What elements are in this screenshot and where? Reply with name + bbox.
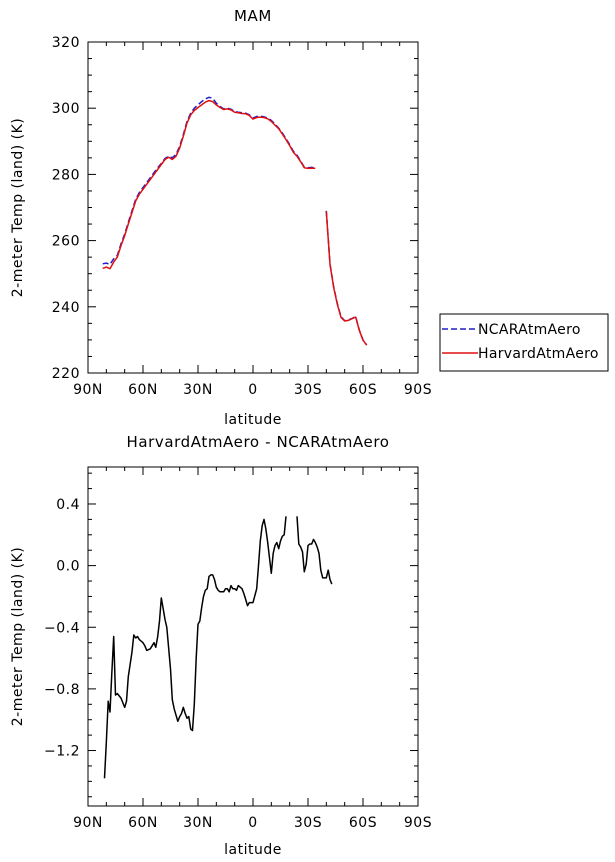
y-tick-label: 280 [52,167,80,183]
series-line-difference-segment-1 [103,516,287,779]
y-axis-label: 2-meter Temp (land) (K) [10,118,26,298]
series-line-harvardatmaero-segment-1 [102,99,316,270]
legend-box [439,313,609,372]
x-tick-label: 0 [248,382,257,398]
y-tick-label: 320 [52,35,80,51]
x-tick-label: 30S [294,815,322,831]
x-tick-label: 90S [404,815,432,831]
y-tick-label: −1.2 [44,744,80,760]
y-tick-label: 0.4 [56,497,80,513]
x-axis-label: latitude [224,412,282,428]
plot-frame-1 [87,41,419,374]
y-tick-label: 260 [52,234,80,250]
legend-label-harvardatmaero: HarvardAtmAero [478,346,599,362]
series-line-difference-segment-2 [296,516,333,585]
y-tick-label: −0.8 [44,682,80,698]
legend-label-ncaratmaero: NCARAtmAero [478,322,581,338]
x-tick-label: 0 [248,815,257,831]
y-tick-label: 300 [52,101,80,117]
y-tick-label: 0.0 [56,559,80,575]
y-tick-label: 240 [52,300,80,316]
x-tick-label: 90S [404,382,432,398]
x-tick-label: 30S [294,382,322,398]
series-line-ncaratmaero-segment-1 [102,96,316,266]
x-tick-label: 60N [128,815,158,831]
x-tick-label: 60N [128,382,158,398]
chart-title: HarvardAtmAero - NCARAtmAero [126,433,389,451]
y-tick-label: −0.4 [44,620,80,636]
chart-title: MAM [234,7,272,25]
y-axis-label: 2-meter Temp (land) (K) [10,547,26,727]
x-tick-label: 90N [73,815,103,831]
x-tick-label: 30N [183,382,213,398]
x-tick-label: 30N [183,815,213,831]
x-tick-label: 90N [73,382,103,398]
x-tick-label: 60S [349,382,377,398]
y-tick-label: 220 [52,366,80,382]
series-line-harvardatmaero-segment-2 [325,211,368,346]
x-tick-label: 60S [349,815,377,831]
x-axis-label: latitude [224,842,282,858]
